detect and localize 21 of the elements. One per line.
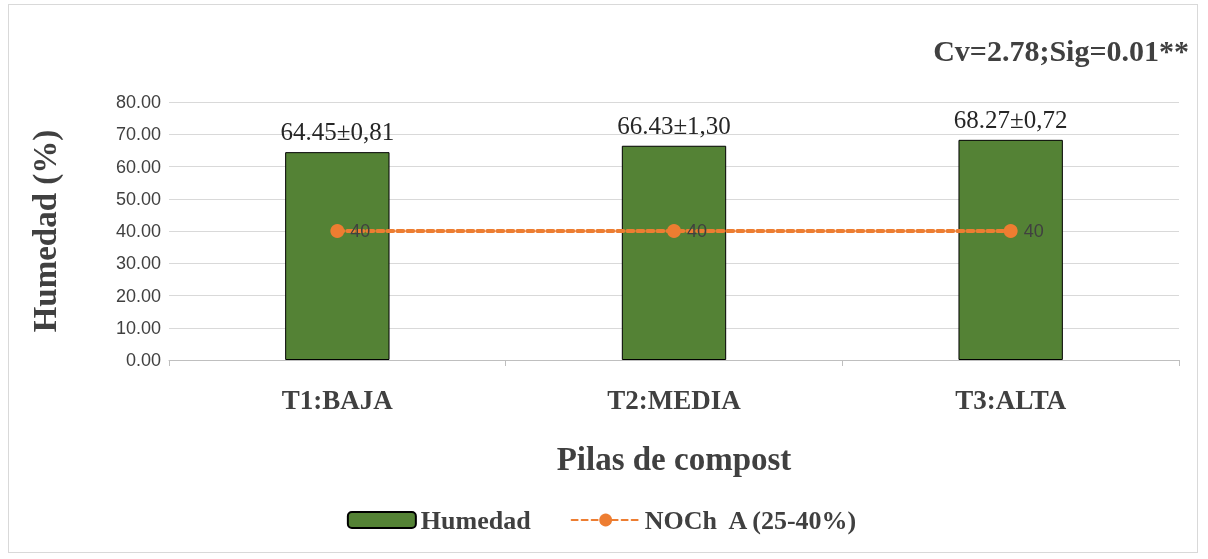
y-axis-title: Humedad (%) [26,129,64,333]
legend-label: Humedad [420,505,532,535]
y-tick-label: 0.00 [125,350,161,370]
legend-label: NOCh A (25-40%) [644,505,857,535]
y-tick-label: 70.00 [115,124,161,145]
y-tick-label: 10.00 [115,317,161,338]
x-tick-label: T2:MEDIA [607,384,742,415]
text: Cv=2.78;Sig=0.01** [933,33,1190,67]
data-label: 64.45±0,81 [280,118,395,146]
data-label: 40 [1023,221,1044,241]
x-tick-label: T3:ALTA [955,384,1067,415]
x-axis-title: Pilas de compost [556,440,792,477]
y-tick-label: 50.00 [115,188,161,209]
y-tick-label: 80.00 [115,92,161,112]
y-tick-label: 40.00 [115,221,161,241]
data-label: 68.27±0,72 [953,105,1068,133]
y-tick-label: 30.00 [115,253,161,274]
y-tick-label: 20.00 [115,285,161,306]
data-label: 66.43±1,30 [617,111,731,139]
x-tick-label: T1:BAJA [281,384,394,415]
y-tick-label: 60.00 [115,156,161,177]
